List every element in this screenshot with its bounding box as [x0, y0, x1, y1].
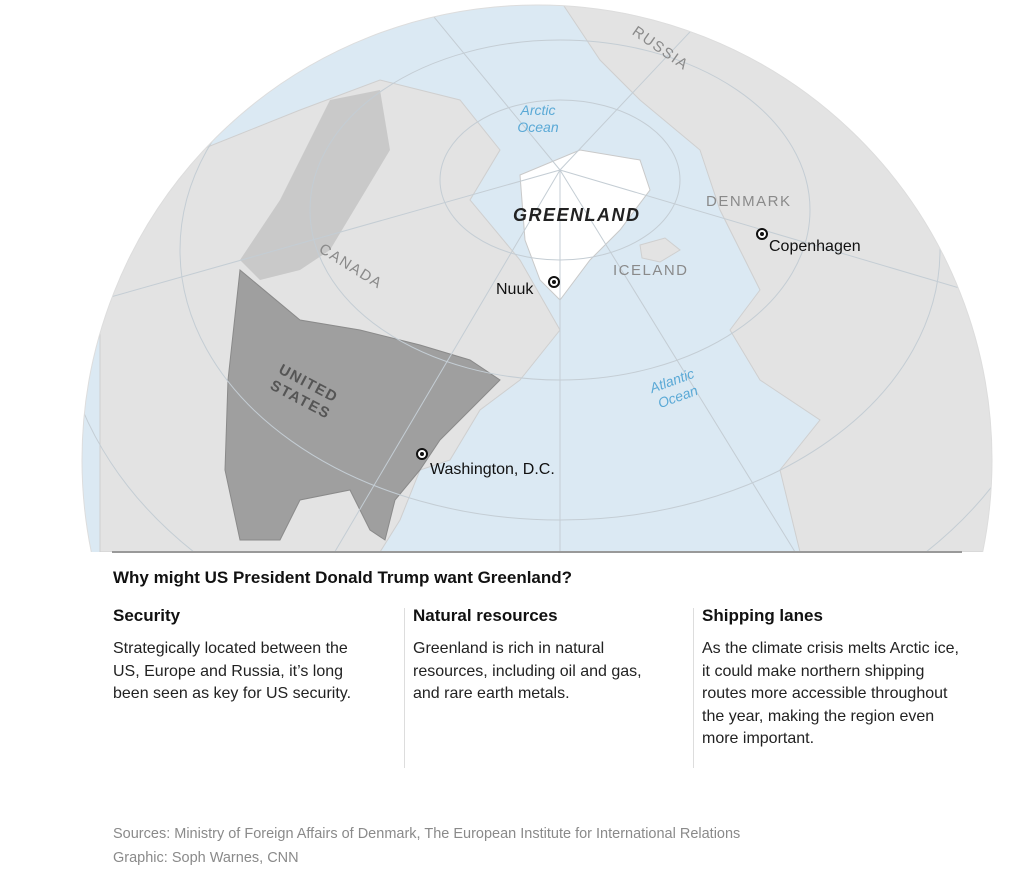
iceland-land	[639, 237, 681, 263]
washington-marker-icon	[416, 448, 428, 460]
united-states-land	[224, 269, 501, 541]
column-title: Security	[113, 606, 181, 625]
globe-outline	[81, 4, 993, 552]
alaska-land	[240, 90, 390, 280]
column-security: Security Strategically located between t…	[113, 606, 383, 706]
column-natural-resources: Natural resources Greenland is rich in n…	[413, 606, 683, 706]
city-washington: Washington, D.C.	[430, 461, 555, 478]
divider	[112, 551, 962, 553]
column-text: Strategically located between the US, Eu…	[113, 640, 352, 702]
column-title: Shipping lanes	[702, 606, 823, 625]
label-denmark: DENMARK	[706, 193, 792, 210]
city-nuuk: Nuuk	[496, 281, 534, 298]
question-heading: Why might US President Donald Trump want…	[113, 568, 573, 587]
column-title: Natural resources	[413, 606, 558, 625]
graticule	[82, 5, 992, 552]
column-divider	[404, 608, 405, 768]
label-arctic-ocean: Arctic Ocean	[517, 102, 559, 135]
column-text: As the climate crisis melts Arctic ice, …	[702, 640, 959, 747]
column-text: Greenland is rich in natural resources, …	[413, 640, 642, 702]
copenhagen-marker-icon	[756, 228, 768, 240]
globe-map	[81, 4, 993, 552]
nuuk-marker-icon	[548, 276, 560, 288]
column-divider	[693, 608, 694, 768]
column-shipping-lanes: Shipping lanes As the climate crisis mel…	[702, 606, 972, 751]
credit: Graphic: Soph Warnes, CNN	[113, 850, 299, 866]
label-greenland: GREENLAND	[513, 205, 641, 225]
sources: Sources: Ministry of Foreign Affairs of …	[113, 826, 741, 842]
label-iceland: ICELAND	[613, 262, 689, 279]
city-copenhagen: Copenhagen	[769, 238, 861, 255]
